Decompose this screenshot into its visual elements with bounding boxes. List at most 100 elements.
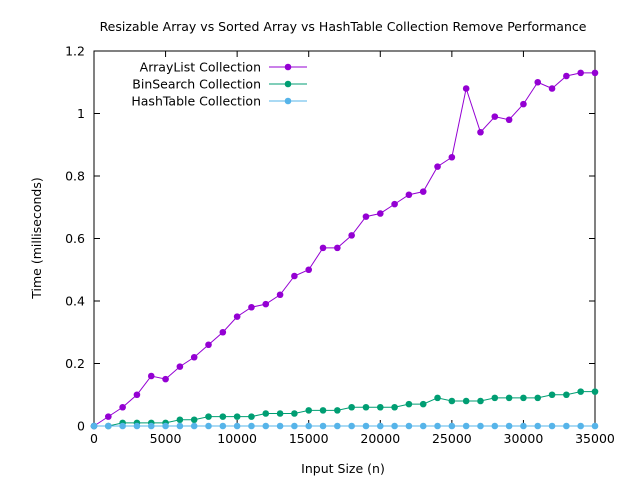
y-axis-label: Time (milliseconds) <box>29 177 44 299</box>
data-point <box>276 422 284 430</box>
data-point <box>577 388 584 395</box>
data-point <box>505 394 513 402</box>
data-point <box>548 391 556 399</box>
series-line <box>94 391 595 427</box>
data-point <box>405 422 413 430</box>
data-point <box>462 422 470 430</box>
x-tick-label: 35000 <box>575 431 615 446</box>
legend-marker <box>284 80 292 88</box>
y-tick-label: 1.2 <box>65 44 85 59</box>
data-point <box>391 403 398 411</box>
tick-labels: 0 5000 10000 15000 20000 25000 30000 35000 0 0.2 0… <box>65 44 615 447</box>
y-tick-label: 0.4 <box>65 294 85 309</box>
data-point <box>348 422 355 430</box>
x-tick-label: 15000 <box>289 431 329 446</box>
data-point <box>534 394 542 402</box>
data-point <box>448 397 456 405</box>
data-point <box>305 266 313 274</box>
data-point <box>319 407 327 414</box>
data-point <box>276 410 284 417</box>
data-point <box>319 422 327 430</box>
data-point <box>305 407 313 414</box>
data-point <box>176 363 184 370</box>
legend-item-1: ArrayList Collection <box>140 60 307 75</box>
data-point <box>219 422 227 430</box>
data-point <box>233 413 241 420</box>
data-point <box>462 85 470 92</box>
data-point <box>248 422 255 430</box>
data-point <box>448 153 456 161</box>
data-point <box>147 372 155 380</box>
y-tick-label: 0.2 <box>65 356 85 371</box>
data-point <box>105 413 112 420</box>
data-point <box>205 422 212 430</box>
data-point <box>376 210 384 217</box>
data-point <box>133 391 141 399</box>
data-point <box>147 422 155 430</box>
x-tick-label: 0 <box>90 431 98 446</box>
data-point <box>419 188 427 195</box>
data-point <box>505 116 513 124</box>
legend-marker <box>284 97 292 105</box>
data-point <box>376 422 384 430</box>
data-point <box>577 422 584 430</box>
data-point <box>334 244 341 252</box>
data-point <box>219 413 227 420</box>
data-point <box>520 422 527 430</box>
y-tick-label: 0.6 <box>65 231 85 246</box>
x-tick-label: 20000 <box>360 431 400 446</box>
data-point <box>205 341 212 349</box>
data-point <box>176 416 184 424</box>
data-point <box>434 394 441 402</box>
data-point <box>491 422 499 430</box>
data-point <box>262 410 270 417</box>
data-point <box>534 422 542 430</box>
data-point <box>563 391 570 399</box>
data-point <box>305 422 313 430</box>
legend-label: HashTable Collection <box>131 94 261 109</box>
data-point <box>291 272 298 280</box>
data-point <box>334 422 341 430</box>
data-point <box>319 244 327 252</box>
data-point <box>563 72 570 80</box>
series-line <box>93 72 595 427</box>
data-point <box>362 422 370 430</box>
x-tick-label: 30000 <box>504 431 544 446</box>
data-point <box>548 422 556 430</box>
data-point <box>462 397 470 405</box>
data-point <box>348 232 355 239</box>
data-point <box>105 422 112 430</box>
data-point <box>477 422 484 430</box>
data-point <box>233 422 241 430</box>
data-point <box>577 69 584 77</box>
data-point <box>276 291 284 299</box>
chart-title: Resizable Array vs Sorted Array vs HashT… <box>100 19 587 34</box>
data-point <box>563 422 570 430</box>
data-point <box>477 128 484 136</box>
data-point <box>90 422 98 430</box>
data-point <box>291 422 298 430</box>
data-point <box>434 422 441 430</box>
data-point <box>534 78 542 86</box>
data-point <box>334 407 341 414</box>
data-point <box>262 422 270 430</box>
data-point <box>591 388 599 395</box>
data-point <box>190 353 198 361</box>
x-tick-label: 5000 <box>150 431 182 446</box>
data-point <box>405 191 413 199</box>
legend-label: BinSearch Collection <box>132 77 261 92</box>
data-point <box>448 422 456 430</box>
data-point <box>262 300 270 308</box>
data-point <box>362 403 370 411</box>
data-point <box>591 422 599 430</box>
data-point <box>133 422 141 430</box>
data-point <box>376 403 384 411</box>
data-point <box>505 422 513 430</box>
y-tick-label: 1 <box>77 106 85 121</box>
data-point <box>190 422 198 430</box>
data-point <box>233 313 241 320</box>
y-tick-label: 0 <box>77 419 85 434</box>
data-point <box>162 375 169 383</box>
series-1 <box>90 69 599 430</box>
data-point <box>119 422 126 430</box>
